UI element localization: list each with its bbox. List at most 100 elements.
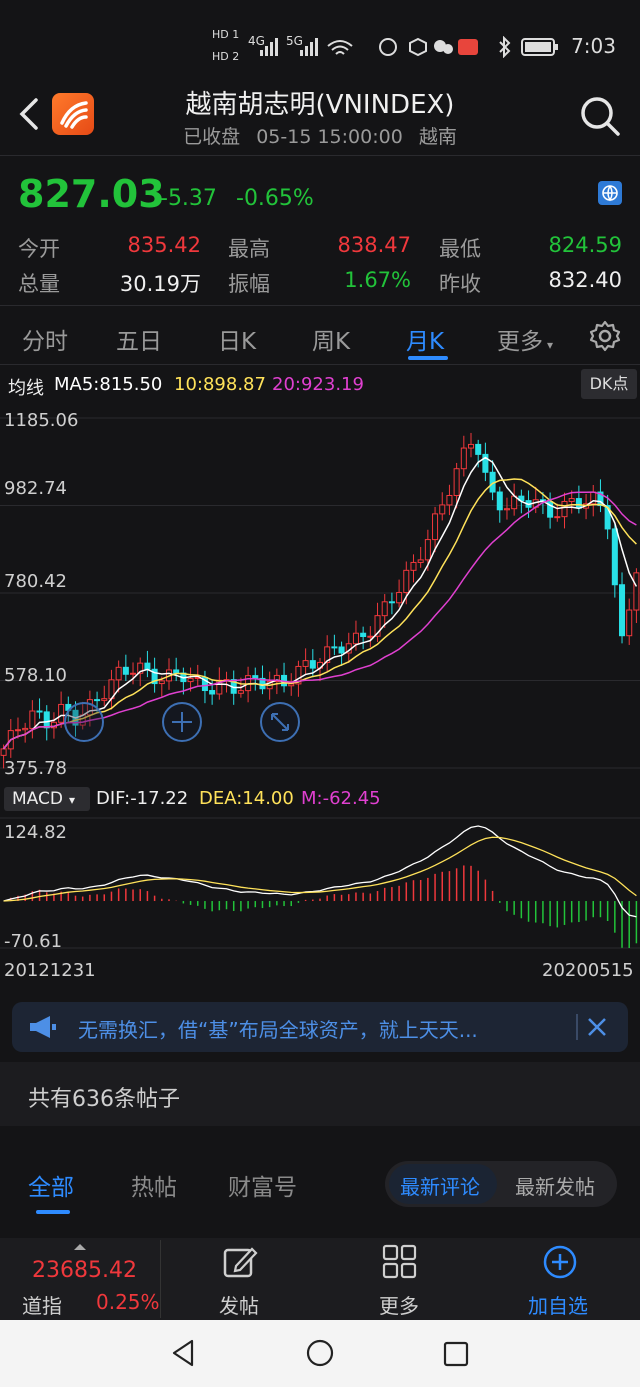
candle-body bbox=[424, 539, 431, 561]
app-logo bbox=[52, 93, 94, 135]
candle-body bbox=[151, 668, 158, 685]
candle-body bbox=[360, 632, 367, 638]
hd1-indicator: HD 1 bbox=[212, 28, 240, 41]
ma20-value: 20:923.19 bbox=[272, 374, 364, 395]
price-change: -5.37 bbox=[160, 186, 217, 211]
x-label-end: 20200515 bbox=[542, 960, 634, 981]
nav-recents-icon[interactable] bbox=[442, 1340, 470, 1368]
tab-hot-posts[interactable]: 热帖 bbox=[131, 1175, 177, 1201]
sort-newest-post[interactable]: 最新发帖 bbox=[515, 1175, 595, 1199]
candle-body bbox=[273, 674, 280, 682]
nav-back-icon[interactable] bbox=[170, 1338, 196, 1368]
trade-datetime: 05-15 15:00:00 bbox=[256, 126, 403, 148]
header-divider bbox=[0, 155, 640, 156]
tab-all-posts[interactable]: 全部 bbox=[28, 1175, 74, 1201]
candle-body bbox=[331, 646, 338, 649]
post-button-label[interactable]: 发帖 bbox=[219, 1294, 259, 1318]
candle-body bbox=[288, 683, 295, 687]
y-label-3: 780.42 bbox=[4, 571, 67, 592]
candle-body bbox=[626, 609, 633, 637]
ma20-line bbox=[3, 491, 637, 750]
edit-post-icon[interactable] bbox=[222, 1244, 258, 1280]
nav-home-icon[interactable] bbox=[305, 1338, 335, 1368]
candle-body bbox=[446, 495, 453, 506]
candle-body bbox=[302, 660, 309, 667]
status-bar: HD 1 HD 2 4G 5G 7:03 bbox=[0, 0, 640, 80]
ma10-value: 10:898.87 bbox=[174, 374, 266, 395]
macd-y-bottom: -70.61 bbox=[4, 931, 63, 952]
close-icon[interactable] bbox=[586, 1016, 608, 1038]
add-watchlist-label[interactable]: 加自选 bbox=[528, 1294, 588, 1318]
back-icon[interactable] bbox=[14, 96, 46, 132]
tab-wealth-account[interactable]: 财富号 bbox=[228, 1175, 297, 1201]
candle-body bbox=[475, 443, 482, 455]
dow-index-name: 道指 bbox=[22, 1294, 62, 1318]
candle-body bbox=[36, 710, 43, 713]
tab-weekly-k[interactable]: 周K bbox=[312, 329, 351, 355]
candle-body bbox=[439, 504, 446, 515]
candle-body bbox=[115, 666, 122, 681]
globe-icon[interactable] bbox=[598, 181, 622, 205]
caret-down-icon-macd: ▾ bbox=[68, 793, 75, 807]
more-button-label[interactable]: 更多 bbox=[379, 1294, 419, 1318]
candle-body bbox=[0, 748, 7, 756]
candle-body bbox=[101, 698, 108, 701]
dea-line bbox=[3, 836, 637, 902]
active-tab-indicator bbox=[408, 356, 448, 360]
candle-body bbox=[503, 508, 510, 511]
sort-toggle-active-bg bbox=[389, 1164, 497, 1204]
tab-monthly-k[interactable]: 月K bbox=[406, 329, 445, 355]
candle-body bbox=[352, 632, 359, 645]
candlestick-chart[interactable] bbox=[0, 404, 640, 780]
candle-body bbox=[575, 498, 582, 509]
more-grid-icon[interactable] bbox=[382, 1244, 418, 1280]
expand-icon[interactable] bbox=[64, 702, 104, 742]
tab-intraday[interactable]: 分时 bbox=[22, 329, 68, 355]
clock: 7:03 bbox=[571, 34, 616, 58]
y-label-top: 1185.06 bbox=[4, 410, 79, 431]
candle-body bbox=[597, 491, 604, 507]
candle-body bbox=[367, 635, 374, 638]
tab-more-label: 更多 bbox=[497, 329, 543, 355]
volume-label: 总量 bbox=[18, 272, 60, 296]
search-icon[interactable] bbox=[578, 94, 622, 138]
low-label: 最低 bbox=[439, 237, 481, 261]
high-value: 838.47 bbox=[337, 233, 411, 257]
candle-body bbox=[381, 601, 388, 617]
macd-chart[interactable] bbox=[0, 814, 640, 952]
tab-daily-k[interactable]: 日K bbox=[218, 329, 257, 355]
settings-gear-icon[interactable] bbox=[589, 320, 621, 352]
candle-body bbox=[611, 528, 618, 586]
page-title: 越南胡志明(VNINDEX) bbox=[185, 90, 455, 120]
dif-value: DIF:-17.22 bbox=[96, 788, 189, 809]
add-watchlist-icon[interactable] bbox=[542, 1244, 578, 1280]
candle-body bbox=[209, 690, 216, 695]
price-change-pct: -0.65% bbox=[236, 186, 314, 211]
high-label: 最高 bbox=[228, 237, 270, 261]
tab-more[interactable]: 更多 ▾ bbox=[497, 322, 553, 356]
dk-point-button[interactable]: DK点 bbox=[581, 369, 637, 399]
candle-body bbox=[144, 662, 151, 670]
zoom-glyph bbox=[271, 713, 289, 731]
open-value: 835.42 bbox=[127, 233, 201, 257]
candle-body bbox=[58, 703, 65, 723]
plus-glyph bbox=[172, 712, 192, 732]
sub-tab-indicator bbox=[36, 1210, 70, 1214]
candle-body bbox=[496, 491, 503, 511]
caret-up-icon bbox=[74, 1244, 86, 1250]
market-region: 越南 bbox=[418, 126, 457, 148]
amplitude-value: 1.67% bbox=[344, 268, 411, 292]
promo-banner[interactable] bbox=[12, 1002, 628, 1052]
sort-newest-comment[interactable]: 最新评论 bbox=[400, 1175, 480, 1199]
ma10-line bbox=[3, 478, 637, 750]
promo-text: 无需换汇，借“基”布局全球资产，就上天天... bbox=[78, 1018, 478, 1042]
candle-body bbox=[432, 513, 439, 541]
dow-index-value[interactable]: 23685.42 bbox=[32, 1258, 137, 1283]
market-status: 已收盘 bbox=[183, 126, 241, 148]
candle-body bbox=[324, 646, 331, 663]
macd-selector[interactable]: MACD ▾ bbox=[4, 787, 90, 811]
megaphone-icon bbox=[30, 1016, 56, 1038]
tab-five-day[interactable]: 五日 bbox=[116, 329, 162, 355]
dif-line bbox=[3, 825, 637, 918]
prev-close-label: 昨收 bbox=[439, 272, 481, 296]
